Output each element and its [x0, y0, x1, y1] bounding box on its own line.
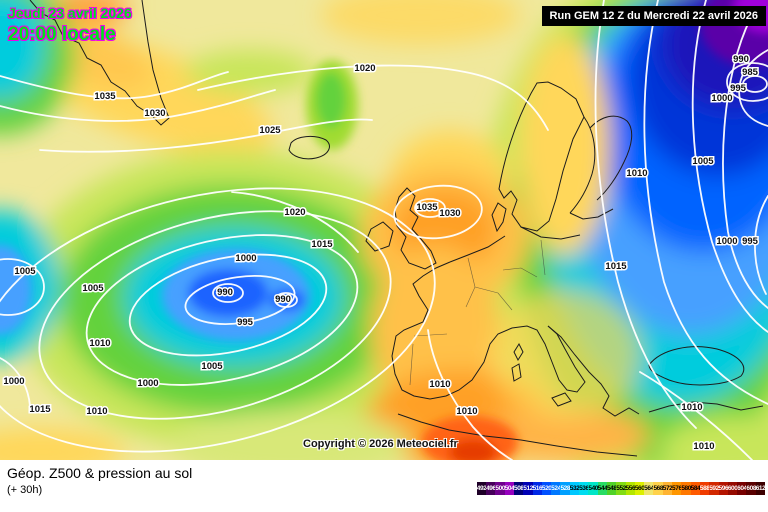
forecast-time: 20:00 locale: [8, 23, 116, 45]
legend-cell: 516: [532, 482, 543, 495]
pressure-label: 1000: [716, 236, 737, 247]
legend-cell: 588: [699, 482, 710, 495]
pressure-label: 1015: [605, 261, 627, 272]
pressure-label: 1010: [681, 402, 702, 413]
legend-cell: 504: [504, 482, 515, 495]
pressure-label: 995: [730, 83, 747, 94]
pressure-label: 1000: [235, 253, 256, 264]
legend-cell: 508: [513, 482, 524, 495]
pressure-label: 1010: [89, 338, 110, 349]
legend-cell: 496: [486, 482, 496, 495]
map-canvas: 1020103510301025102010151000990990995100…: [0, 0, 768, 460]
pressure-label: 1015: [311, 239, 333, 250]
pressure-label: 1035: [416, 202, 438, 213]
pressure-label: 1035: [94, 91, 116, 102]
pressure-label: 1000: [3, 376, 24, 387]
legend-cell: 608: [746, 482, 756, 495]
pressure-label: 1010: [456, 406, 477, 417]
legend-cell: 560: [634, 482, 645, 495]
pressure-label: 995: [742, 236, 759, 247]
pressure-label: 985: [742, 67, 759, 78]
legend-cell: 556: [625, 482, 636, 495]
coastlines-layer: [29, 0, 764, 457]
forecast-datetime: Jeudi 23 avril 2026 20:00 locale: [8, 5, 132, 46]
forecast-date: Jeudi 23 avril 2026: [8, 5, 132, 21]
country-borders-layer: [409, 239, 546, 386]
pressure-label: 1010: [626, 168, 647, 179]
pressure-label: 1020: [354, 63, 375, 74]
pressure-label: 990: [275, 294, 291, 305]
pressure-label: 1030: [439, 208, 460, 219]
legend-cell: 564: [644, 482, 654, 495]
pressure-label: 1020: [284, 207, 305, 218]
legend-cell: 548: [606, 482, 617, 495]
pressure-label: 990: [733, 54, 749, 65]
legend-cell: 552: [616, 482, 626, 495]
color-scale-legend: 492 496 500 504 508 512 516 520 524 528 532 536 540 5…: [476, 482, 766, 495]
legend-cell: 568: [653, 482, 664, 495]
legend-cell: 536: [579, 482, 589, 495]
legend-cell: 492: [476, 482, 487, 495]
pressure-label: 1010: [693, 441, 714, 452]
legend-cell: 612: [755, 482, 766, 495]
legend-cell: 572: [662, 482, 673, 495]
legend-cell: 512: [523, 482, 533, 495]
legend-cell: 500: [495, 482, 505, 495]
legend-cell: 596: [718, 482, 729, 495]
model-run-info: Run GEM 12 Z du Mercredi 22 avril 2026: [541, 6, 766, 26]
pressure-label: 1010: [86, 406, 107, 417]
pressure-label: 1030: [144, 108, 165, 119]
pressure-label: 1015: [29, 404, 51, 415]
legend-cell: 600: [727, 482, 738, 495]
legend-cell: 532: [569, 482, 580, 495]
forecast-hour: (+ 30h): [7, 484, 43, 496]
legend-cell: 524: [551, 482, 561, 495]
legend-cell: 580: [681, 482, 691, 495]
pressure-label: 1010: [429, 379, 450, 390]
legend-cell: 544: [597, 482, 608, 495]
pressure-label: 1000: [137, 378, 158, 389]
pressure-label: 1025: [259, 125, 281, 136]
pressure-label: 995: [237, 317, 254, 328]
pressure-label: 1005: [14, 266, 36, 277]
chart-titles: Géop. Z500 & pression au sol (+ 30h): [7, 465, 192, 496]
legend-cell: 576: [672, 482, 682, 495]
pressure-label: 1005: [692, 156, 714, 167]
pressure-label: 1005: [201, 361, 223, 372]
bottom-bar: Géop. Z500 & pression au sol (+ 30h) 492…: [0, 460, 768, 512]
legend-cell: 584: [690, 482, 701, 495]
map-area: 1020 1035 1030 1025 1020 1015 1000 990 990 995 100…: [0, 0, 768, 460]
chart-title: Géop. Z500 & pression au sol: [7, 465, 193, 481]
copyright-text: Copyright © 2026 Meteociel.fr: [303, 438, 458, 450]
legend-cell: 540: [588, 482, 598, 495]
pressure-label: 1000: [711, 93, 732, 104]
pressure-label: 1005: [82, 283, 104, 294]
isobar-contours-layer: [0, 0, 768, 460]
pressure-label: 990: [217, 287, 233, 298]
legend-cell: 592: [709, 482, 719, 495]
pressure-labels-layer: 1020103510301025102010151000990990995100…: [2, 53, 760, 454]
legend-cell: 520: [541, 482, 552, 495]
legend-cell: 528: [560, 482, 571, 495]
legend-cell: 604: [737, 482, 747, 495]
